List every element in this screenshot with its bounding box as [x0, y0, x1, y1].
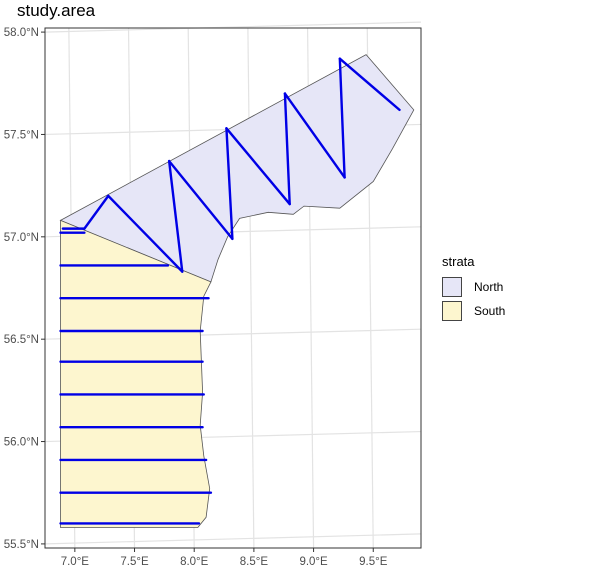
transect-north: [338, 57, 346, 179]
y-tick-label: 57.0°N: [4, 232, 39, 244]
transect-north: [283, 92, 291, 206]
transect-north: [283, 92, 346, 179]
x-tick-label: 8.5°E: [240, 556, 269, 567]
legend: strata North South: [442, 254, 505, 323]
transect-north: [225, 127, 291, 206]
x-tick-label: 7.0°E: [61, 556, 90, 567]
x-tick-label: 7.5°E: [120, 556, 149, 567]
chart-title: study.area: [17, 1, 96, 20]
transect-north: [167, 159, 234, 241]
y-tick-label: 56.5°N: [4, 334, 39, 346]
legend-item-north: North: [442, 275, 505, 299]
transect-north: [107, 194, 184, 273]
transect-north: [225, 127, 234, 241]
x-tick-label: 9.5°E: [359, 556, 388, 567]
stratum-north: [59, 54, 415, 283]
legend-title: strata: [442, 254, 475, 269]
gridline-x: [247, 27, 255, 549]
y-tick-label: 55.5°N: [4, 539, 39, 551]
y-tick-label: 56.0°N: [4, 437, 39, 449]
legend-item-south: South: [442, 299, 505, 323]
plot-border: [44, 27, 422, 549]
y-tick-label: 58.0°N: [4, 27, 39, 39]
gridline-y: [44, 533, 422, 545]
x-tick-label: 9.0°E: [299, 556, 328, 567]
legend-label-north: North: [474, 280, 504, 294]
legend-key-north: [442, 277, 462, 297]
x-tick-label: 8.0°E: [180, 556, 209, 567]
gridline-y: [44, 21, 422, 33]
legend-label-south: South: [474, 304, 506, 318]
transect-north: [167, 159, 184, 273]
transect-north: [338, 57, 401, 112]
y-tick-label: 57.5°N: [4, 129, 39, 141]
legend-key-south: [442, 301, 462, 321]
transect-north: [83, 194, 110, 230]
